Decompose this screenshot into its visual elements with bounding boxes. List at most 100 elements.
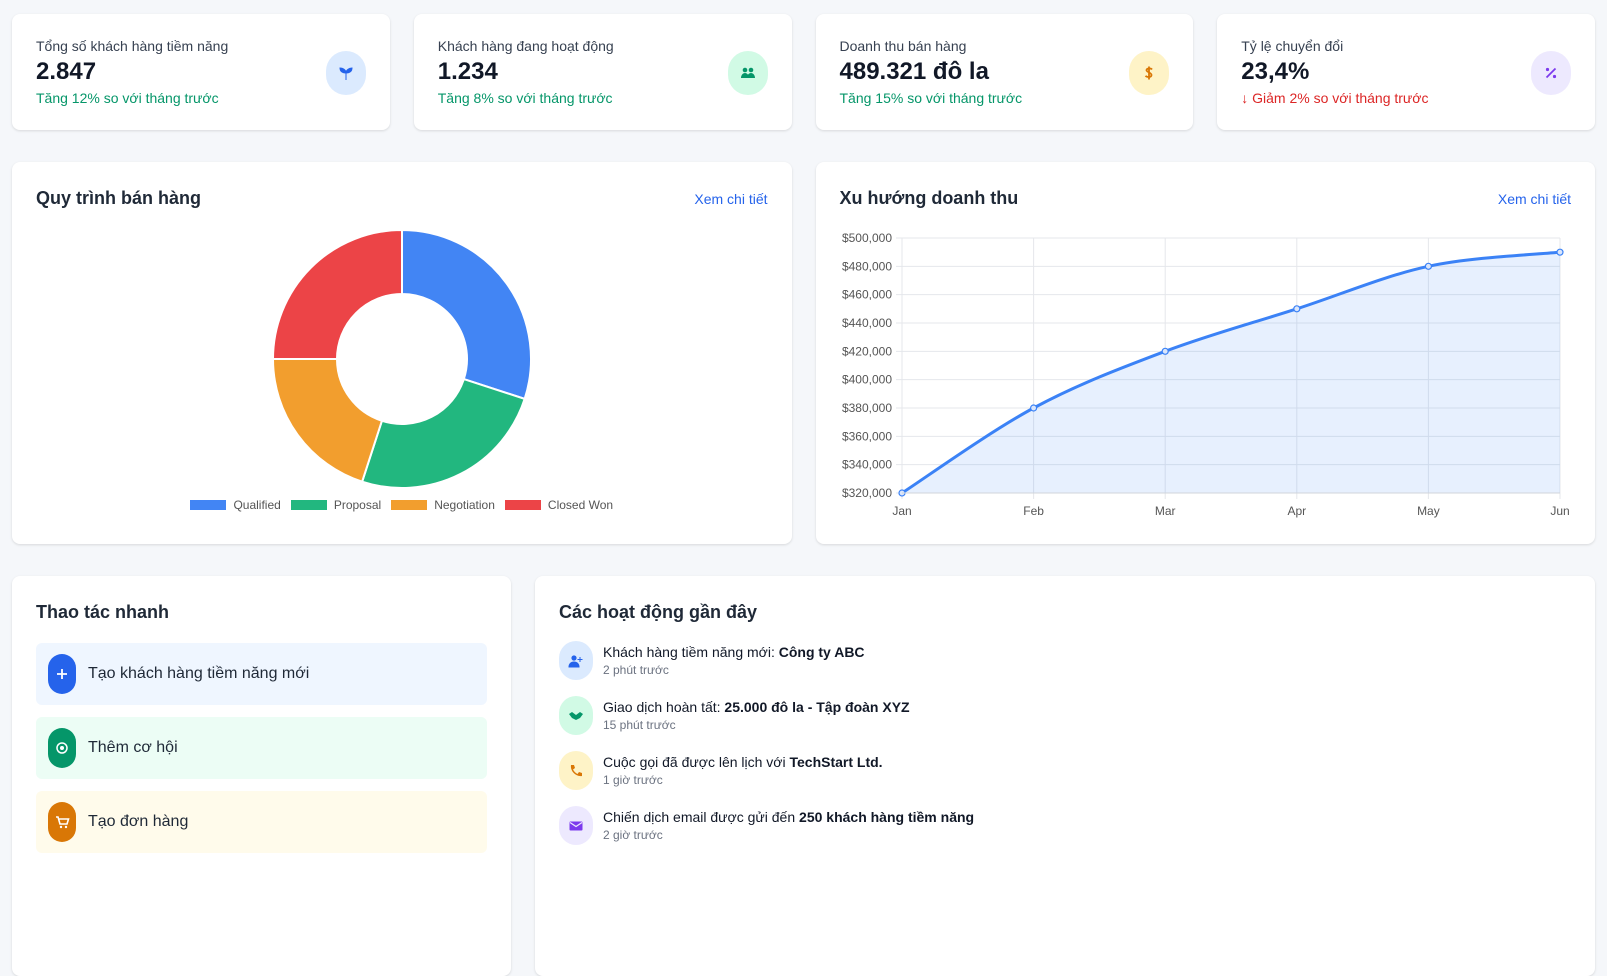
quick-action[interactable]: Tạo khách hàng tiềm năng mới — [36, 643, 487, 705]
details-link[interactable]: Xem chi tiết — [694, 190, 768, 207]
chart-title: Quy trình bán hàng — [36, 188, 201, 208]
page: Tổng số khách hàng tiềm năng 2.847 Tăng 12… — [36, 38, 1571, 853]
pipeline-card: Quy trình bán hàng Xem chi tiết Qualifie… — [12, 162, 792, 544]
activity-text: Chiến dịch email được gửi đến 250 khách … — [603, 809, 974, 825]
section-title: Thao tác nhanh — [36, 602, 170, 622]
y-tick-label: $420,000 — [841, 344, 891, 358]
activity-icon — [559, 751, 593, 790]
activity-desc: Khách hàng tiềm năng mới: — [603, 644, 779, 660]
donut-segment — [271, 228, 403, 360]
details-link[interactable]: Xem chi tiết — [1497, 190, 1571, 207]
icon — [57, 669, 67, 679]
activity-body: Giao dịch hoàn tất: 25.000 đô la - Tập đ… — [603, 699, 910, 732]
stat-change: Tăng 12% so với tháng trước — [36, 90, 219, 106]
quick-actions: Thao tác nhanh Tạo khách hàng tiềm năng … — [12, 576, 511, 976]
icon — [740, 67, 755, 78]
x-tick-label: Feb — [1023, 504, 1044, 518]
stats-row: Tổng số khách hàng tiềm năng 2.847 Tăng 12… — [12, 14, 1595, 130]
point — [1424, 262, 1432, 270]
activity-highlight: TechStart Ltd. — [789, 754, 883, 770]
stat-card: Tổng số khách hàng tiềm năng 2.847 Tăng 12… — [12, 14, 390, 130]
stat-value: 23,4% — [1241, 58, 1310, 85]
x-tick-label: May — [1417, 504, 1440, 518]
stat-title: Tỷ lệ chuyển đổi — [1241, 38, 1344, 54]
icon — [1545, 67, 1557, 79]
action-label: Tạo đơn hàng — [88, 813, 189, 830]
section-title: Các hoạt động gần đây — [559, 602, 758, 622]
card-header: Quy trình bán hàng Xem chi tiết — [36, 188, 768, 209]
charts-row: Quy trình bán hàng Xem chi tiết Qualifie… — [12, 162, 1595, 544]
icon — [569, 711, 583, 720]
activity-desc: Giao dịch hoàn tất: — [603, 699, 725, 715]
y-tick-label: $360,000 — [841, 429, 891, 443]
line — [900, 250, 1560, 495]
action-icon — [48, 802, 76, 842]
stat-card: Doanh thu bán hàng 489.321 đô la Tăng 15% … — [815, 14, 1194, 130]
stat-change: ↓ Giảm 2% so với tháng trước — [1241, 90, 1429, 106]
icon — [56, 816, 70, 829]
icon — [570, 764, 582, 776]
stat-value: 489.321 đô la — [839, 58, 989, 85]
y-tick-label: $500,000 — [841, 231, 891, 245]
activity-highlight: Công ty ABC — [778, 644, 865, 660]
activity-icon — [559, 641, 593, 680]
stat-icon — [727, 51, 768, 95]
stat-title: Doanh thu bán hàng — [839, 38, 967, 54]
stat-card: Khách hàng đang hoạt động 1.234 Tăng 8% so… — [413, 14, 792, 130]
donut-segment — [360, 377, 526, 489]
activity-time: 1 giờ trước — [603, 773, 663, 787]
x-tick-label: Jun — [1550, 504, 1569, 518]
legend-label: Closed Won — [547, 498, 614, 512]
quick-action[interactable]: Thêm cơ hội — [36, 717, 487, 779]
legend: Qualified Proposal Negotiation Closed Won — [12, 498, 792, 512]
stat-title: Khách hàng đang hoạt động — [437, 38, 614, 54]
point — [1029, 404, 1037, 412]
icon — [1145, 66, 1153, 80]
legend-item: Negotiation — [391, 498, 495, 512]
stat-icon — [325, 51, 366, 95]
activity: Chiến dịch email được gửi đến 250 khách … — [559, 806, 1571, 845]
activity-body: Cuộc gọi đã được lên lịch với TechStart … — [603, 754, 883, 787]
donut-segment — [271, 358, 384, 483]
area — [901, 252, 1560, 493]
icon — [339, 67, 353, 80]
activity-icon — [559, 696, 593, 735]
revenue-card: Xu hướng doanh thu Xem chi tiết $320,000… — [815, 162, 1595, 544]
activity-desc: Cuộc gọi đã được lên lịch với — [603, 754, 790, 770]
activity-icon — [559, 806, 593, 845]
icon — [569, 821, 583, 830]
activity-body: Khách hàng tiềm năng mới: Công ty ABC 2 p… — [603, 644, 865, 677]
y-tick-label: $440,000 — [841, 316, 891, 330]
stat-title: Tổng số khách hàng tiềm năng — [36, 38, 229, 54]
point — [1555, 248, 1564, 256]
activity-highlight: 25.000 đô la - Tập đoàn XYZ — [724, 699, 910, 715]
chart — [271, 228, 532, 489]
stat-icon — [1531, 51, 1571, 95]
legend-label: Negotiation — [434, 498, 495, 512]
x-tick-label: Apr — [1287, 504, 1306, 518]
action-icon — [48, 728, 76, 768]
legend-swatch — [290, 500, 327, 510]
bottom-row: Thao tác nhanh Tạo khách hàng tiềm năng … — [12, 576, 1595, 976]
legend-item: Closed Won — [504, 498, 614, 512]
icon — [56, 742, 68, 754]
y-tick-label: $340,000 — [841, 458, 891, 472]
activity: Khách hàng tiềm năng mới: Công ty ABC 2 p… — [559, 641, 1571, 680]
activity-time: 2 giờ trước — [603, 828, 663, 842]
legend-item: Proposal — [290, 498, 381, 512]
legend-swatch — [391, 500, 428, 510]
stat-change: Tăng 15% so với tháng trước — [839, 90, 1023, 106]
stat-card: Tỷ lệ chuyển đổi 23,4% ↓ Giảm 2% so với th… — [1217, 14, 1595, 130]
legend-item: Qualified — [190, 498, 281, 512]
x-tick-label: Mar — [1154, 504, 1175, 518]
point — [1292, 305, 1300, 313]
activity-body: Chiến dịch email được gửi đến 250 khách … — [603, 809, 974, 842]
chart: $320,000 $340,000 $360,000 $380,000 $400,000… — [841, 231, 1569, 518]
legend-swatch — [504, 500, 541, 510]
card-header: Xu hướng doanh thu Xem chi tiết — [840, 188, 1572, 209]
y-tick-label: $400,000 — [841, 373, 891, 387]
action-icon — [48, 654, 76, 694]
chart-title: Xu hướng doanh thu — [839, 188, 1019, 208]
quick-action[interactable]: Tạo đơn hàng — [36, 791, 487, 853]
